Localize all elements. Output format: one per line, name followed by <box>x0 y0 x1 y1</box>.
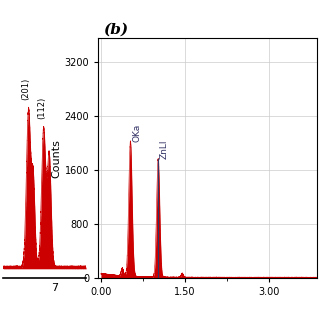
Text: OKa: OKa <box>133 124 142 142</box>
Text: (201): (201) <box>21 77 30 100</box>
Text: (b): (b) <box>103 22 128 36</box>
Y-axis label: Counts: Counts <box>52 139 62 178</box>
Text: (112): (112) <box>37 97 46 119</box>
Text: ZnLl: ZnLl <box>160 139 169 159</box>
